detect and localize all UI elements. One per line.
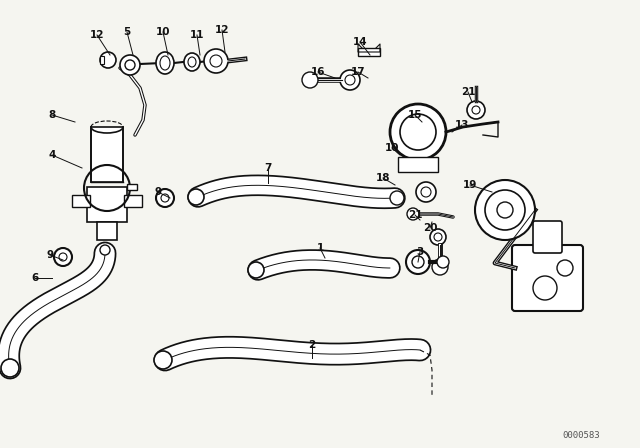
FancyBboxPatch shape xyxy=(533,221,562,253)
FancyBboxPatch shape xyxy=(91,127,123,182)
Circle shape xyxy=(204,49,228,73)
Text: 20: 20 xyxy=(423,223,437,233)
Circle shape xyxy=(210,55,222,67)
Circle shape xyxy=(340,70,360,90)
FancyBboxPatch shape xyxy=(97,222,117,240)
Circle shape xyxy=(533,276,557,300)
Text: 12: 12 xyxy=(90,30,104,40)
Circle shape xyxy=(437,256,449,268)
Text: 18: 18 xyxy=(376,173,390,183)
Circle shape xyxy=(188,189,204,205)
Circle shape xyxy=(302,72,318,88)
Circle shape xyxy=(400,114,436,150)
Circle shape xyxy=(407,208,419,220)
Circle shape xyxy=(154,351,172,369)
Circle shape xyxy=(406,250,430,274)
Text: 2: 2 xyxy=(308,340,316,350)
Circle shape xyxy=(467,101,485,119)
Text: 0000583: 0000583 xyxy=(563,431,600,439)
Circle shape xyxy=(248,262,264,278)
Circle shape xyxy=(54,248,72,266)
Circle shape xyxy=(485,190,525,230)
Text: 15: 15 xyxy=(408,110,422,120)
Text: 5: 5 xyxy=(124,27,131,37)
Circle shape xyxy=(390,191,404,205)
Text: 3: 3 xyxy=(417,247,424,257)
FancyBboxPatch shape xyxy=(358,48,380,56)
FancyBboxPatch shape xyxy=(127,184,137,190)
Ellipse shape xyxy=(184,53,200,71)
Text: 16: 16 xyxy=(311,67,325,77)
Circle shape xyxy=(497,202,513,218)
Circle shape xyxy=(430,229,446,245)
Text: 17: 17 xyxy=(351,67,365,77)
FancyBboxPatch shape xyxy=(72,195,90,207)
Text: 1: 1 xyxy=(316,243,324,253)
Circle shape xyxy=(434,233,442,241)
Circle shape xyxy=(125,60,135,70)
Circle shape xyxy=(1,359,19,377)
Ellipse shape xyxy=(188,57,196,67)
Circle shape xyxy=(100,245,110,255)
Circle shape xyxy=(475,180,535,240)
Text: 14: 14 xyxy=(353,37,367,47)
Circle shape xyxy=(412,256,424,268)
Text: 7: 7 xyxy=(264,163,272,173)
Text: 19: 19 xyxy=(463,180,477,190)
Circle shape xyxy=(161,194,169,202)
Text: 9: 9 xyxy=(154,187,161,197)
Circle shape xyxy=(156,189,174,207)
Text: 21: 21 xyxy=(408,210,422,220)
Text: 12: 12 xyxy=(215,25,229,35)
Text: 4: 4 xyxy=(48,150,56,160)
Text: 8: 8 xyxy=(49,110,56,120)
Circle shape xyxy=(100,52,116,68)
Circle shape xyxy=(390,104,446,160)
Circle shape xyxy=(557,260,573,276)
Ellipse shape xyxy=(156,52,174,74)
Circle shape xyxy=(345,75,355,85)
Text: 9: 9 xyxy=(47,250,54,260)
Circle shape xyxy=(416,182,436,202)
Text: 21: 21 xyxy=(461,87,476,97)
Text: 10: 10 xyxy=(385,143,399,153)
Text: 10: 10 xyxy=(156,27,170,37)
FancyBboxPatch shape xyxy=(100,56,104,64)
Ellipse shape xyxy=(160,56,170,70)
Text: 13: 13 xyxy=(455,120,469,130)
FancyBboxPatch shape xyxy=(87,187,127,222)
Circle shape xyxy=(59,253,67,261)
Text: 11: 11 xyxy=(189,30,204,40)
Circle shape xyxy=(472,106,480,114)
Circle shape xyxy=(432,259,448,275)
FancyBboxPatch shape xyxy=(512,245,583,311)
FancyBboxPatch shape xyxy=(398,157,438,172)
Circle shape xyxy=(421,187,431,197)
Text: 6: 6 xyxy=(31,273,38,283)
FancyBboxPatch shape xyxy=(124,195,142,207)
Circle shape xyxy=(120,55,140,75)
